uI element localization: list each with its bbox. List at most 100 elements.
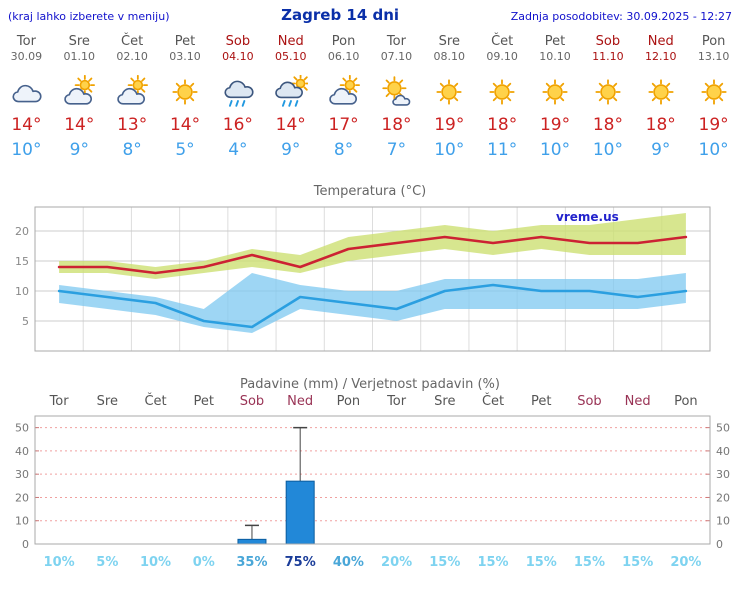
sunny-icon bbox=[581, 73, 634, 111]
precip-day-label: Ned bbox=[287, 394, 313, 409]
precip-day-label: Sob bbox=[240, 394, 264, 409]
day-name: Pet bbox=[544, 34, 566, 49]
day-date: 09.10 bbox=[486, 50, 518, 63]
day-name: Pon bbox=[701, 34, 726, 49]
max-temperature: 13° bbox=[117, 115, 148, 135]
temp-y-tick-label: 15 bbox=[15, 255, 29, 268]
temp-chart-title: Temperatura (°C) bbox=[313, 184, 427, 199]
precip-y-tick-label-right: 20 bbox=[716, 491, 730, 504]
day-date: 07.10 bbox=[380, 50, 413, 63]
max-temperature: 18° bbox=[645, 115, 676, 135]
partly-cloudy-icon bbox=[53, 73, 106, 111]
page-header: (kraj lahko izberete v meniju) Zagreb 14… bbox=[0, 0, 740, 24]
min-temperature: 5° bbox=[175, 140, 195, 160]
day-name: Čet bbox=[121, 34, 144, 49]
day-name: Sob bbox=[225, 34, 251, 49]
day-name: Ned bbox=[277, 34, 304, 49]
min-temperature: 11° bbox=[487, 140, 518, 160]
temp-y-tick-label: 10 bbox=[15, 285, 29, 298]
day-column[interactable]: Ned 05.10 14° 9° bbox=[264, 34, 317, 160]
temp-y-tick-label: 20 bbox=[15, 225, 29, 238]
day-name: Ned bbox=[647, 34, 674, 49]
day-column[interactable]: Pon 13.10 19° 10° bbox=[687, 34, 740, 160]
last-updated: Zadnja posodobitev: 30.09.2025 - 12:27 bbox=[510, 10, 732, 23]
min-temperature: 10° bbox=[539, 140, 571, 160]
precip-y-tick-label-right: 30 bbox=[716, 468, 730, 481]
day-column[interactable]: Pon 06.10 17° 8° bbox=[317, 34, 370, 160]
precip-chart-title: Padavine (mm) / Verjetnost padavin (%) bbox=[240, 377, 500, 392]
day-column[interactable]: Sre 01.10 14° 9° bbox=[53, 34, 106, 160]
max-temperature: 18° bbox=[487, 115, 518, 135]
precip-day-label: Ned bbox=[625, 394, 651, 409]
day-date: 03.10 bbox=[169, 50, 201, 63]
partly-cloudy-icon bbox=[106, 73, 159, 111]
min-temperature: 7° bbox=[386, 140, 407, 160]
precip-day-label: Sre bbox=[434, 394, 455, 409]
day-column[interactable]: Čet 09.10 18° 11° bbox=[476, 34, 529, 160]
day-date: 13.10 bbox=[697, 50, 730, 63]
min-temperature: 10° bbox=[434, 140, 465, 160]
precip-probability: 15% bbox=[526, 555, 557, 570]
precip-probability: 5% bbox=[96, 555, 118, 570]
max-temperature: 16° bbox=[222, 115, 253, 135]
day-name: Pet bbox=[174, 34, 196, 49]
day-column[interactable]: Čet 02.10 13° 8° bbox=[106, 34, 159, 160]
precip-y-tick-label-right: 50 bbox=[716, 422, 730, 435]
day-column[interactable]: Tor 30.09 14° 10° bbox=[0, 34, 53, 160]
day-column[interactable]: Pet 10.10 19° 10° bbox=[529, 34, 582, 160]
precip-bar bbox=[237, 538, 267, 545]
min-temperature: 9° bbox=[281, 140, 301, 160]
day-column[interactable]: Ned 12.10 18° 9° bbox=[634, 34, 687, 160]
max-temperature: 14° bbox=[275, 115, 306, 135]
precip-y-tick-label-right: 40 bbox=[716, 445, 730, 458]
temp-y-tick-label: 5 bbox=[22, 315, 29, 328]
day-date: 04.10 bbox=[222, 50, 254, 63]
precip-probability: 0% bbox=[193, 555, 215, 570]
precip-day-label: Pon bbox=[337, 394, 361, 409]
precip-y-tick-label-left: 50 bbox=[15, 422, 29, 435]
max-temperature: 17° bbox=[328, 115, 359, 135]
day-name: Čet bbox=[491, 34, 514, 49]
day-date: 02.10 bbox=[116, 50, 148, 63]
partly-cloudy-icon bbox=[317, 73, 370, 111]
day-name: Sob bbox=[595, 34, 621, 49]
precip-day-label: Čet bbox=[482, 393, 504, 409]
min-temperature: 4° bbox=[228, 140, 248, 160]
day-column[interactable]: Sob 11.10 18° 10° bbox=[581, 34, 634, 160]
precip-y-tick-label-right: 10 bbox=[716, 515, 730, 528]
day-column[interactable]: Sre 08.10 19° 10° bbox=[423, 34, 476, 160]
max-temperature: 14° bbox=[11, 115, 42, 135]
day-column[interactable]: Pet 03.10 14° 5° bbox=[159, 34, 212, 160]
precip-y-tick-label-right: 0 bbox=[716, 538, 723, 551]
day-column[interactable]: Tor 07.10 18° 7° bbox=[370, 34, 423, 160]
day-name: Tor bbox=[16, 34, 36, 49]
precip-probability: 15% bbox=[477, 555, 508, 570]
precip-y-tick-label-left: 20 bbox=[15, 491, 29, 504]
max-temperature: 19° bbox=[698, 115, 729, 135]
precip-y-tick-label-left: 10 bbox=[15, 515, 29, 528]
day-date: 10.10 bbox=[539, 50, 571, 63]
min-temperature: 10° bbox=[592, 140, 623, 160]
precip-y-tick-label-left: 0 bbox=[22, 538, 29, 551]
temperature-chart: 5 10 15 20 vreme.us bbox=[15, 206, 711, 352]
precip-day-label: Pet bbox=[531, 394, 551, 409]
menu-hint: (kraj lahko izberete v meniju) bbox=[8, 10, 170, 23]
sunny-icon bbox=[529, 73, 582, 111]
min-temperature: 9° bbox=[651, 140, 671, 160]
day-date: 30.09 bbox=[10, 50, 43, 63]
max-temperature: 19° bbox=[539, 115, 571, 135]
max-temperature-line bbox=[57, 235, 688, 275]
precip-probability: 20% bbox=[381, 555, 412, 570]
precip-bar bbox=[285, 480, 315, 545]
mostly-sunny-icon bbox=[370, 73, 423, 111]
precip-y-tick-label-left: 40 bbox=[15, 445, 29, 458]
precip-probability: 75% bbox=[285, 555, 316, 570]
cloudy-icon bbox=[0, 73, 53, 111]
day-column[interactable]: Sob 04.10 16° 4° bbox=[211, 34, 264, 160]
max-temperature: 18° bbox=[381, 115, 412, 135]
precip-y-tick-label-left: 30 bbox=[15, 468, 29, 481]
min-temperature-line bbox=[57, 283, 688, 329]
forecast-days-strip: Tor 30.09 14° 10° Sre 01.10 14° 9° Čet 02.10 13° 8°… bbox=[0, 34, 740, 160]
sunny-icon bbox=[634, 73, 687, 111]
precip-probability: 10% bbox=[140, 555, 171, 570]
